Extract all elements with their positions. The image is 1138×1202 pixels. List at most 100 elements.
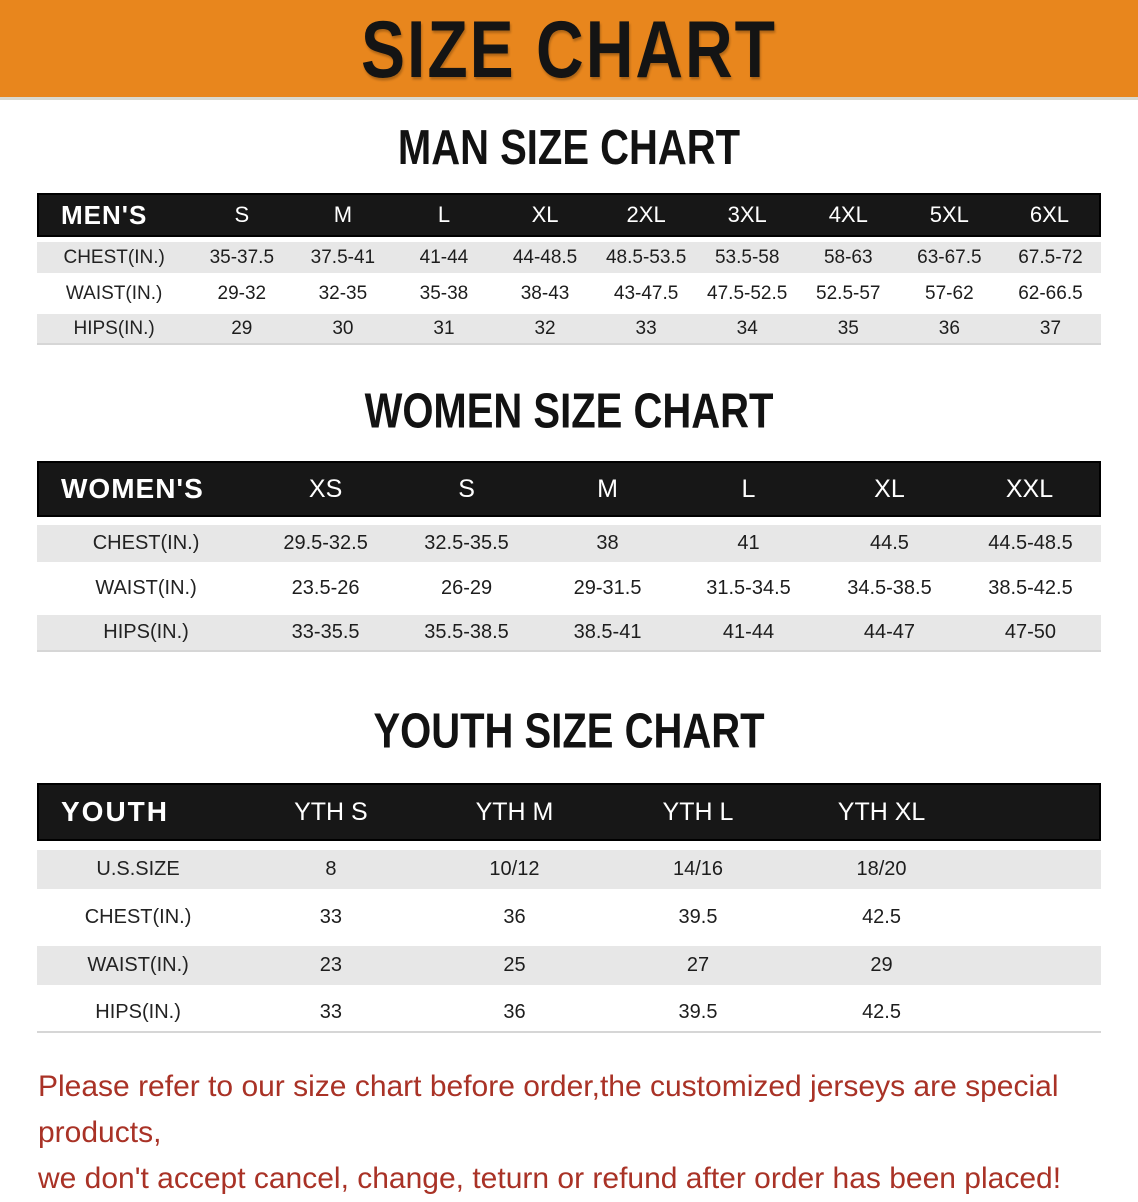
table-cell: 31 xyxy=(393,314,495,345)
table-cell: 44-47 xyxy=(818,615,960,652)
column-header: 3XL xyxy=(696,193,798,237)
table-cell: 8 xyxy=(239,850,423,889)
table-cell: 37 xyxy=(999,314,1101,345)
disclaimer-line: we don't accept cancel, change, teturn o… xyxy=(38,1162,1062,1195)
table-cell: 41-44 xyxy=(678,615,819,652)
column-header: L xyxy=(393,193,495,237)
table-cell: 27 xyxy=(606,946,790,985)
column-header: YTH S xyxy=(239,783,423,841)
table-cell: 34 xyxy=(696,314,798,345)
table-cell: 47.5-52.5 xyxy=(696,278,798,309)
table-cell: 32-35 xyxy=(292,278,394,309)
spacer-cell xyxy=(973,898,1101,937)
table-header-row: WOMEN'S XS S M L XL XXL xyxy=(37,461,1101,517)
row-label: WAIST(IN.) xyxy=(37,946,240,985)
table-cell: 33 xyxy=(239,898,423,937)
row-label: CHEST(IN.) xyxy=(37,525,256,562)
table-cell: 30 xyxy=(292,314,394,345)
table-cell: 39.5 xyxy=(606,994,790,1033)
table-cell: 35.5-38.5 xyxy=(396,615,538,652)
row-label: U.S.SIZE xyxy=(37,850,240,889)
table-cell: 14/16 xyxy=(606,850,790,889)
table-row: HIPS(IN.) 33 36 39.5 42.5 xyxy=(37,994,1101,1033)
table-cell: 31.5-34.5 xyxy=(678,570,819,607)
table-row: U.S.SIZE 8 10/12 14/16 18/20 xyxy=(37,850,1101,889)
table-header-label: YOUTH xyxy=(37,783,240,841)
table-cell: 39.5 xyxy=(606,898,790,937)
table-header-row: MEN'S S M L XL 2XL 3XL 4XL 5XL 6XL xyxy=(37,193,1101,237)
column-header: S xyxy=(191,193,293,237)
table-cell: 29 xyxy=(789,946,974,985)
row-label: HIPS(IN.) xyxy=(37,994,240,1033)
spacer-cell xyxy=(973,946,1101,985)
table-cell: 23 xyxy=(239,946,423,985)
table-row: CHEST(IN.) 35-37.5 37.5-41 41-44 44-48.5 48.5… xyxy=(37,242,1101,273)
table-cell: 47-50 xyxy=(959,615,1101,652)
disclaimer: Please refer to our size chart before or… xyxy=(38,1064,1138,1202)
table-cell: 36 xyxy=(898,314,1000,345)
row-label: HIPS(IN.) xyxy=(37,615,256,652)
table-cell: 43-47.5 xyxy=(595,278,697,309)
row-label: CHEST(IN.) xyxy=(37,898,240,937)
youth-size-table: YOUTH YTH S YTH M YTH L YTH XL U.S.SIZE 8 10/1… xyxy=(37,774,1101,1042)
banner-title: SIZE CHART xyxy=(361,3,777,94)
table-cell: 33 xyxy=(595,314,697,345)
youth-section-heading: YOUTH SIZE CHART xyxy=(373,705,765,759)
table-cell: 36 xyxy=(422,994,607,1033)
table-cell: 25 xyxy=(422,946,607,985)
column-header: S xyxy=(396,461,538,517)
column-header: YTH XL xyxy=(789,783,974,841)
table-cell: 23.5-26 xyxy=(255,570,397,607)
table-header-row: YOUTH YTH S YTH M YTH L YTH XL xyxy=(37,783,1101,841)
table-cell: 67.5-72 xyxy=(999,242,1101,273)
table-cell: 10/12 xyxy=(422,850,607,889)
table-cell: 38.5-42.5 xyxy=(959,570,1101,607)
table-row: WAIST(IN.) 23.5-26 26-29 29-31.5 31.5-34.5 34… xyxy=(37,570,1101,607)
table-cell: 35-37.5 xyxy=(191,242,293,273)
row-label: WAIST(IN.) xyxy=(37,278,192,309)
column-header: M xyxy=(292,193,394,237)
table-header-label: WOMEN'S xyxy=(37,461,256,517)
column-header: YTH M xyxy=(422,783,607,841)
womens-size-section: WOMEN SIZE CHART WOMEN'S XS S M L XL XXL CHEST… xyxy=(0,385,1138,660)
table-cell: 57-62 xyxy=(898,278,1000,309)
mens-size-section: MAN SIZE CHART MEN'S S M L XL 2XL 3XL 4XL 5XL 6XL… xyxy=(0,121,1138,350)
column-header: 6XL xyxy=(999,193,1101,237)
table-cell: 35 xyxy=(797,314,899,345)
table-cell: 29 xyxy=(191,314,293,345)
spacer-cell xyxy=(973,783,1101,841)
table-cell: 35-38 xyxy=(393,278,495,309)
table-cell: 38-43 xyxy=(494,278,596,309)
column-header: 4XL xyxy=(797,193,899,237)
table-cell: 34.5-38.5 xyxy=(818,570,960,607)
table-cell: 36 xyxy=(422,898,607,937)
column-header: 5XL xyxy=(898,193,1000,237)
womens-section-heading: WOMEN SIZE CHART xyxy=(364,385,774,439)
row-label: WAIST(IN.) xyxy=(37,570,256,607)
table-cell: 37.5-41 xyxy=(292,242,394,273)
column-header: XL xyxy=(494,193,596,237)
table-row: CHEST(IN.) 29.5-32.5 32.5-35.5 38 41 44.5 44.5… xyxy=(37,525,1101,562)
table-cell: 62-66.5 xyxy=(999,278,1101,309)
column-header: XL xyxy=(818,461,960,517)
table-cell: 29-31.5 xyxy=(537,570,679,607)
womens-size-table: WOMEN'S XS S M L XL XXL CHEST(IN.) 29.5-32.5 32.… xyxy=(37,453,1101,660)
table-cell: 44.5-48.5 xyxy=(959,525,1101,562)
table-row: HIPS(IN.) 29 30 31 32 33 34 35 36 37 xyxy=(37,314,1101,345)
table-cell: 33 xyxy=(239,994,423,1033)
row-label: CHEST(IN.) xyxy=(37,242,192,273)
table-cell: 26-29 xyxy=(396,570,538,607)
table-row: WAIST(IN.) 29-32 32-35 35-38 38-43 43-47.5 47.… xyxy=(37,278,1101,309)
table-row: CHEST(IN.) 33 36 39.5 42.5 xyxy=(37,898,1101,937)
table-header-label: MEN'S xyxy=(37,193,192,237)
table-cell: 48.5-53.5 xyxy=(595,242,697,273)
table-cell: 63-67.5 xyxy=(898,242,1000,273)
table-cell: 38.5-41 xyxy=(537,615,679,652)
table-cell: 18/20 xyxy=(789,850,974,889)
spacer-cell xyxy=(973,994,1101,1033)
table-cell: 42.5 xyxy=(789,994,974,1033)
spacer-cell xyxy=(973,850,1101,889)
mens-section-heading: MAN SIZE CHART xyxy=(397,121,741,175)
column-header: XS xyxy=(255,461,397,517)
disclaimer-line: Please refer to our size chart before or… xyxy=(38,1070,1059,1149)
